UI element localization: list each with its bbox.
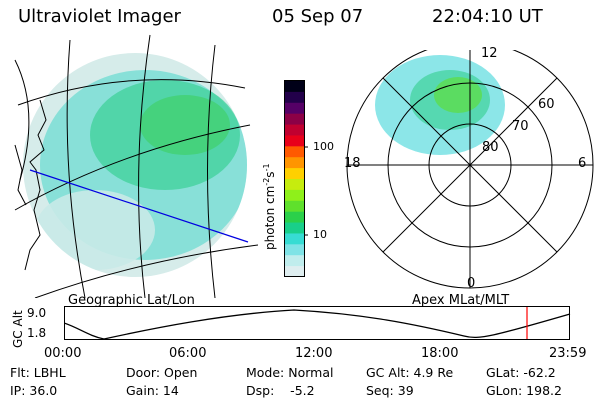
timeline-x-tick-3: 18:00	[421, 346, 459, 361]
flt-readout: Flt: LBHL	[10, 365, 66, 380]
time-readout: 22:04:10 UT	[432, 6, 543, 27]
altitude-curve	[64, 309, 571, 340]
altitude-timeline	[64, 306, 571, 340]
colorbar-segment	[285, 211, 305, 223]
ip-readout: IP: 36.0	[10, 383, 58, 398]
glon-readout: GLon: 198.2	[486, 383, 562, 398]
colorbar-segment	[285, 80, 305, 92]
timeline-x-tick-0: 00:00	[44, 346, 82, 361]
colorbar-segment	[285, 254, 305, 267]
polar-mlt-12: 12	[481, 46, 498, 61]
glat-readout: GLat: -62.2	[486, 365, 556, 380]
mode-readout: Mode: Normal	[246, 365, 334, 380]
timeline-y-label: GC Alt	[11, 310, 25, 348]
timeline-y-tick-low: 1.8	[27, 326, 47, 340]
timeline-y-tick-high: 9.0	[27, 306, 47, 320]
colorbar-segment	[285, 200, 305, 212]
track-line	[29, 169, 249, 243]
colorbar-segment	[285, 91, 305, 103]
polar-mlt-6: 6	[578, 156, 587, 171]
latitude-line	[17, 79, 246, 106]
colorbar-segment	[285, 265, 305, 277]
polar-plot	[346, 50, 594, 289]
colorbar-segment	[285, 134, 305, 147]
colorbar-segment	[285, 156, 305, 169]
colorbar-tick-100: 100	[313, 140, 334, 153]
dsp-readout: Dsp: -5.2	[246, 383, 315, 398]
timeline-x-tick-2: 12:00	[295, 346, 333, 361]
colorbar-segment	[285, 124, 305, 136]
longitude-line	[66, 39, 86, 298]
colorbar	[284, 80, 308, 277]
timeline-x-tick-1: 06:00	[169, 346, 207, 361]
polar-mlt-0: 0	[467, 276, 476, 291]
colorbar-segment	[285, 145, 305, 158]
timeline-x-tick-4: 23:59	[549, 346, 587, 361]
coastline	[24, 99, 47, 271]
colorbar-segment	[285, 189, 305, 201]
polar-lat-80: 80	[482, 140, 499, 155]
date-readout: 05 Sep 07	[272, 6, 364, 27]
colorbar-tick-10: 10	[313, 228, 327, 241]
polar-lat-60: 60	[538, 97, 555, 112]
instrument-title: Ultraviolet Imager	[18, 6, 181, 27]
colorbar-segment	[285, 243, 305, 256]
geographic-image-panel	[14, 34, 258, 298]
geographic-label: Geographic Lat/Lon	[68, 293, 195, 308]
colorbar-segment	[285, 232, 305, 245]
colorbar-unit-label: photon cm-2s-1	[262, 163, 277, 250]
colorbar-segment	[285, 178, 305, 190]
apex-label: Apex MLat/MLT	[412, 293, 510, 308]
polar-mlt-18: 18	[344, 156, 361, 171]
colorbar-segment	[285, 167, 305, 179]
gain-readout: Gain: 14	[126, 383, 179, 398]
polar-lat-70: 70	[512, 119, 529, 134]
colorbar-segment	[285, 222, 305, 234]
seq-readout: Seq: 39	[366, 383, 414, 398]
door-readout: Door: Open	[126, 365, 198, 380]
colorbar-segment	[285, 113, 305, 125]
gc-alt-readout: GC Alt: 4.9 Re	[366, 365, 454, 380]
colorbar-segment	[285, 102, 305, 114]
